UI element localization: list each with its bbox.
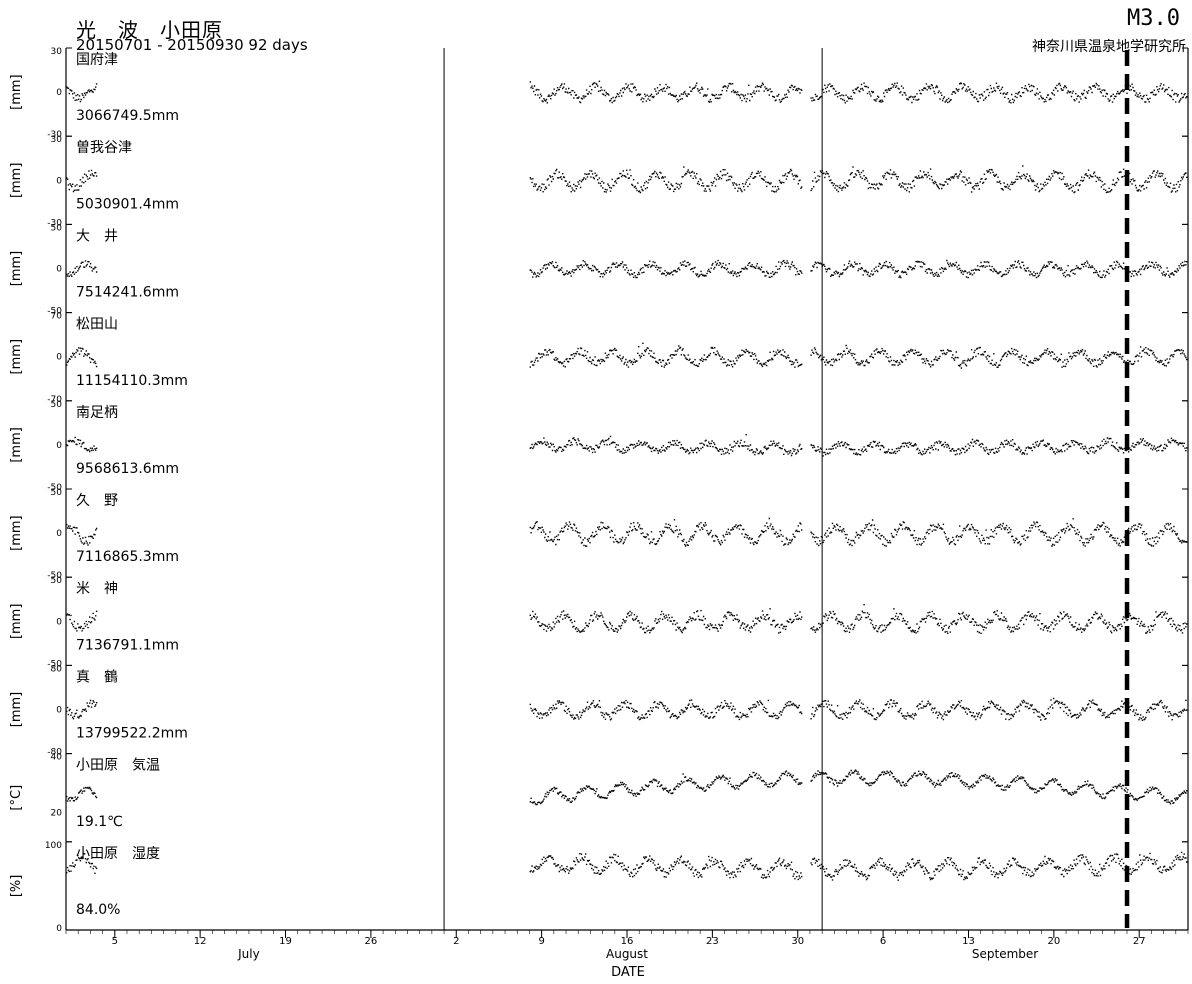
station-name: 久 野 <box>76 493 118 509</box>
y-tick-label: -30 <box>47 130 62 140</box>
chart-title: 光 波 小田原 <box>76 18 223 42</box>
month-label: September <box>972 947 1038 961</box>
y-tick-label: 0 <box>56 88 62 98</box>
y-tick-label: 20 <box>51 808 63 818</box>
station-value: 13799522.2mm <box>76 726 188 742</box>
x-tick-label: 12 <box>194 936 207 947</box>
y-tick-label: -50 <box>47 483 62 493</box>
x-tick-label: 6 <box>880 936 886 947</box>
station-value: 5030901.4mm <box>76 196 179 212</box>
y-tick-label: 0 <box>56 924 62 934</box>
y-tick-label: 0 <box>56 265 62 275</box>
y-axis-label: [%] <box>9 875 24 898</box>
month-label: July <box>237 947 260 961</box>
month-label: August <box>606 947 648 961</box>
station-name: 大 井 <box>76 228 118 244</box>
y-tick-label: 50 <box>51 576 63 586</box>
y-tick-label: 0 <box>56 706 62 716</box>
x-tick-label: 20 <box>1047 936 1060 947</box>
y-axis-label: [mm] <box>9 74 24 109</box>
series-points <box>66 165 1188 194</box>
x-axis-label: DATE <box>611 965 645 980</box>
y-tick-label: 0 <box>56 353 62 363</box>
x-tick-label: 19 <box>279 936 292 947</box>
y-axis-label: [mm] <box>9 692 24 727</box>
x-tick-label: 30 <box>791 936 804 947</box>
x-tick-label: 2 <box>453 936 459 947</box>
y-axis-label: [°C] <box>9 785 24 811</box>
y-tick-label: 30 <box>51 135 63 145</box>
station-value: 9568613.6mm <box>76 461 179 477</box>
date-range: 20150701 - 20150930 92 days <box>76 36 308 54</box>
y-tick-label: 50 <box>51 223 63 233</box>
station-value: 7514241.6mm <box>76 285 179 301</box>
y-tick-label: -50 <box>47 571 62 581</box>
station-name: 小田原 気温 <box>76 758 160 774</box>
station-name: 真 鶴 <box>76 668 118 685</box>
x-tick-label: 5 <box>112 936 118 947</box>
y-axis-label: [mm] <box>9 339 24 374</box>
x-tick-label: 26 <box>365 936 378 947</box>
x-tick-label: 16 <box>621 936 634 947</box>
x-tick-label: 23 <box>706 936 719 947</box>
station-value: 19.1℃ <box>76 814 123 830</box>
y-tick-label: -30 <box>47 218 62 228</box>
station-name: 小田原 湿度 <box>76 846 160 862</box>
x-tick-label: 9 <box>538 936 544 947</box>
y-axis-label: [mm] <box>9 427 24 462</box>
series-points <box>66 769 1188 806</box>
series-points <box>66 259 1188 279</box>
series-points <box>66 434 1188 457</box>
magnitude-label: M3.0 <box>1127 6 1180 31</box>
y-tick-label: 80 <box>51 664 63 674</box>
y-tick-label: -80 <box>47 748 62 758</box>
y-tick-label: 50 <box>51 488 63 498</box>
series-points <box>66 342 1188 369</box>
y-tick-label: 100 <box>45 841 62 851</box>
y-axis-label: [mm] <box>9 604 24 639</box>
station-name: 松田山 <box>76 317 118 333</box>
station-value: 11154110.3mm <box>76 373 188 389</box>
y-tick-label: 50 <box>51 400 63 410</box>
series-points <box>66 80 1188 104</box>
station-value: 7136791.1mm <box>76 637 179 653</box>
y-tick-label: 0 <box>56 441 62 451</box>
y-tick-label: -50 <box>47 307 62 317</box>
station-name: 曽我谷津 <box>76 140 132 156</box>
y-tick-label: 40 <box>51 753 63 763</box>
series-points <box>66 697 1188 721</box>
y-tick-label: -70 <box>47 395 62 405</box>
y-tick-label: -50 <box>47 659 62 669</box>
y-axis-label: [mm] <box>9 515 24 550</box>
y-tick-label: 0 <box>56 529 62 539</box>
series-points <box>66 517 1188 547</box>
series-points <box>66 604 1188 634</box>
x-tick-label: 27 <box>1133 936 1146 947</box>
y-tick-label: 0 <box>56 617 62 627</box>
station-name: 米 神 <box>76 581 118 597</box>
station-value: 7116865.3mm <box>76 549 179 565</box>
station-value: 3066749.5mm <box>76 108 179 124</box>
x-tick-label: 13 <box>962 936 975 947</box>
station-name: 国府津 <box>76 52 118 68</box>
y-tick-label: 0 <box>56 176 62 186</box>
y-tick-label: 70 <box>51 312 63 322</box>
station-value: 84.0% <box>76 902 120 918</box>
institute-label: 神奈川県温泉地学研究所 <box>1032 39 1186 55</box>
series-points <box>66 851 1188 881</box>
y-axis-label: [mm] <box>9 251 24 286</box>
y-axis-label: [mm] <box>9 163 24 198</box>
y-tick-label: 30 <box>51 47 63 57</box>
station-name: 南足柄 <box>76 405 118 421</box>
